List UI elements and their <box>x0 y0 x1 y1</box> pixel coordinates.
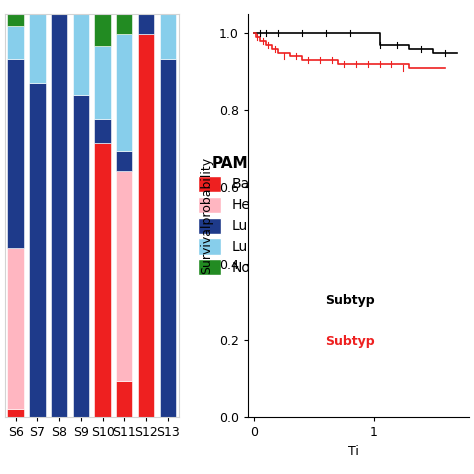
Bar <box>8 59 24 248</box>
Y-axis label: Survivalprobability: Survivalprobability <box>201 157 213 274</box>
Bar <box>116 14 132 35</box>
Bar <box>8 27 24 59</box>
Bar <box>73 14 89 95</box>
Bar <box>94 14 111 46</box>
Bar <box>94 143 111 417</box>
Text: Subtyp: Subtyp <box>325 335 375 347</box>
Text: Subtyp: Subtyp <box>325 294 375 307</box>
Bar <box>116 35 132 151</box>
Bar <box>160 14 176 59</box>
X-axis label: Ti: Ti <box>348 445 358 458</box>
Bar <box>8 248 24 409</box>
Bar <box>29 14 46 83</box>
Bar <box>138 14 154 35</box>
Bar <box>8 409 24 417</box>
Bar <box>116 151 132 172</box>
Bar <box>116 172 132 381</box>
Bar <box>160 59 176 417</box>
Bar <box>116 381 132 417</box>
Bar <box>94 46 111 119</box>
Bar <box>8 14 24 27</box>
Bar <box>51 14 67 417</box>
Legend: Basal, Her2, LumA, LumB, Normal: Basal, Her2, LumA, LumB, Normal <box>194 152 286 280</box>
Bar <box>73 95 89 417</box>
Bar <box>29 83 46 417</box>
Bar <box>138 35 154 417</box>
Bar <box>94 119 111 143</box>
